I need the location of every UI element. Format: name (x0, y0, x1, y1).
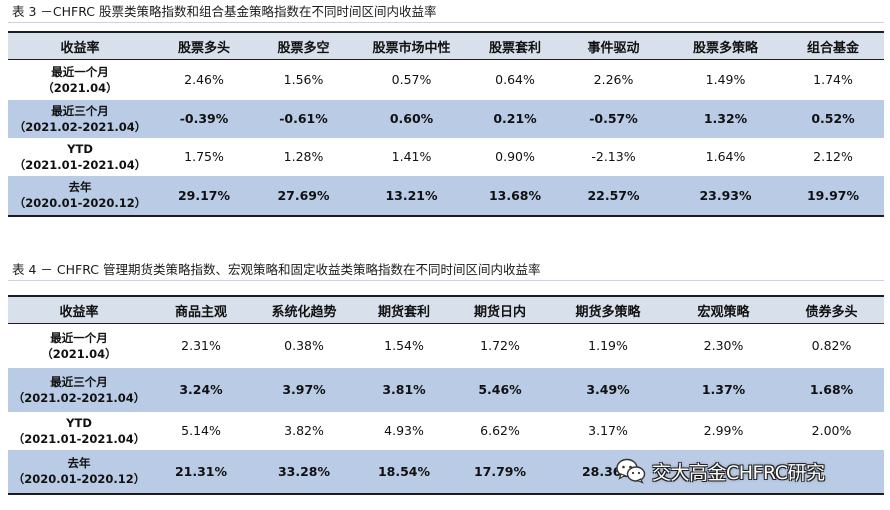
table4-header: 系统化趋势 (271, 304, 337, 320)
table4-header-row: 收益率 商品主观 系统化趋势 期货套利 期货日内 期货多策略 宏观策略 债券多头 (8, 296, 884, 324)
cell-value: 3.49% (586, 382, 630, 398)
table4-header: 宏观策略 (697, 304, 750, 320)
cell-value: 29.17% (177, 187, 231, 203)
cell-value: 13.21% (385, 187, 438, 203)
row-label: 最近三个月 （2021.02-2021.04） (13, 103, 147, 134)
row-label: 最近三个月 （2021.02-2021.04） (12, 374, 146, 405)
cell-value: -0.57% (589, 111, 638, 126)
watermark: 交大高金CHFRC研究 (616, 458, 825, 484)
cell-value: 3.81% (382, 382, 426, 398)
cell-value: 0.38% (284, 338, 324, 353)
table4-header: 期货日内 (473, 304, 526, 320)
cell-value: 0.90% (495, 149, 535, 164)
cell-value: 21.31% (174, 463, 228, 479)
wechat-icon (616, 458, 646, 484)
cell-value: 1.37% (701, 382, 746, 398)
cell-value: 5.14% (181, 423, 221, 438)
table4-block: 表 4 － CHFRC 管理期货类策略指数、宏观策略和固定收益类策略指数在不同时… (8, 260, 884, 495)
table3: 收益率 股票多头 股票多空 股票市场中性 股票套利 事件驱动 股票多策略 组合基… (8, 31, 884, 217)
watermark-text: 交大高金CHFRC研究 (652, 461, 825, 484)
table4-caption: 表 4 － CHFRC 管理期货类策略指数、宏观策略和固定收益类策略指数在不同时… (8, 260, 884, 281)
cell-value: 1.64% (705, 149, 746, 164)
cell-value: 19.97% (806, 187, 860, 203)
table4-header: 收益率 (59, 304, 99, 320)
cell-value: 0.52% (811, 111, 855, 126)
cell-value: 1.75% (184, 149, 224, 164)
table-row: 最近一个月 （2021.04） 2.46% 1.56% 0.57% 0.64% 2… (8, 59, 884, 100)
cell-value: 17.79% (473, 463, 527, 479)
cell-value: 0.60% (389, 111, 434, 126)
cell-value: 18.54% (377, 463, 431, 479)
row-label: 最近一个月 （2021.04） (41, 330, 117, 361)
table3-header: 事件驱动 (587, 40, 640, 56)
cell-value: 2.31% (181, 338, 221, 353)
cell-value: 33.28% (277, 463, 331, 479)
cell-value: 1.74% (813, 72, 853, 88)
row-label: 最近一个月 （2021.04） (42, 64, 118, 95)
table3-header: 股票多空 (277, 40, 330, 56)
cell-value: 1.41% (391, 149, 432, 164)
cell-value: 23.93% (699, 187, 752, 203)
table-row: YTD （2021.01-2021.04） 5.14% 3.82% 4.93% 6… (8, 411, 884, 450)
cell-value: 3.97% (282, 382, 326, 398)
table3-header: 组合基金 (806, 40, 859, 56)
cell-value: 27.69% (277, 187, 330, 203)
table3-header: 股票套利 (488, 40, 541, 56)
cell-value: 0.82% (811, 338, 852, 353)
cell-value: 2.46% (184, 72, 224, 88)
cell-value: 3.82% (284, 423, 324, 438)
table3-header: 股票市场中性 (372, 40, 451, 56)
table4-header: 债券多头 (805, 304, 858, 320)
row-label: YTD （2021.01-2021.04） (12, 415, 146, 446)
cell-value: 22.57% (587, 187, 640, 203)
cell-value: 2.26% (593, 72, 634, 88)
table3-header-row: 收益率 股票多头 股票多空 股票市场中性 股票套利 事件驱动 股票多策略 组合基… (8, 32, 884, 60)
cell-value: 1.28% (283, 149, 324, 164)
table-row: 最近一个月 （2021.04） 2.31% 0.38% 1.54% 1.72% 1… (8, 323, 884, 368)
row-label: 去年 （2020.01-2020.12） (13, 180, 147, 210)
cell-value: 13.68% (488, 187, 542, 203)
table4-header: 商品主观 (174, 304, 227, 320)
cell-value: -0.39% (179, 111, 229, 126)
cell-value: 1.32% (703, 111, 748, 126)
row-label: YTD （2021.01-2021.04） (13, 141, 147, 172)
table3-header: 股票多头 (177, 40, 230, 56)
table3-caption: 表 3 －CHFRC 股票类策略指数和组合基金策略指数在不同时间区间内收益率 (8, 2, 884, 23)
cell-value: 3.17% (588, 423, 628, 438)
cell-value: 4.93% (384, 423, 424, 438)
cell-value: 5.46% (478, 382, 522, 398)
table4: 收益率 商品主观 系统化趋势 期货套利 期货日内 期货多策略 宏观策略 债券多头… (8, 295, 884, 495)
table3-block: 表 3 －CHFRC 股票类策略指数和组合基金策略指数在不同时间区间内收益率 收… (8, 2, 884, 217)
cell-value: -0.61% (279, 111, 328, 126)
cell-value: 3.24% (179, 382, 223, 398)
cell-value: 2.12% (813, 149, 853, 164)
row-label: 去年 （2020.01-2020.12） (12, 456, 146, 486)
cell-value: 1.54% (384, 338, 424, 353)
cell-value: 1.72% (480, 338, 520, 353)
table-row: 去年 （2020.01-2020.12） 29.17% 27.69% 13.21%… (8, 175, 884, 216)
table-row: 最近三个月 （2021.02-2021.04） -0.39% -0.61% 0.6… (8, 99, 884, 138)
table-row: 最近三个月 （2021.02-2021.04） 3.24% 3.97% 3.81%… (8, 367, 884, 412)
cell-value: 0.64% (495, 72, 535, 88)
cell-value: 2.99% (703, 423, 744, 438)
table3-header: 收益率 (60, 40, 100, 56)
table-row: YTD （2021.01-2021.04） 1.75% 1.28% 1.41% 0… (8, 137, 884, 176)
cell-value: 2.30% (703, 338, 744, 353)
cell-value: 0.21% (493, 111, 537, 126)
cell-value: 1.56% (283, 72, 324, 88)
cell-value: 2.00% (811, 423, 852, 438)
cell-value: 1.68% (809, 382, 854, 398)
cell-value: -2.13% (591, 149, 636, 164)
cell-value: 1.49% (705, 72, 746, 88)
cell-value: 1.19% (588, 338, 628, 353)
table4-header: 期货多策略 (575, 304, 641, 320)
table4-header: 期货套利 (377, 304, 430, 320)
table3-header: 股票多策略 (692, 40, 758, 56)
cell-value: 0.57% (391, 72, 432, 88)
cell-value: 6.62% (480, 423, 520, 438)
